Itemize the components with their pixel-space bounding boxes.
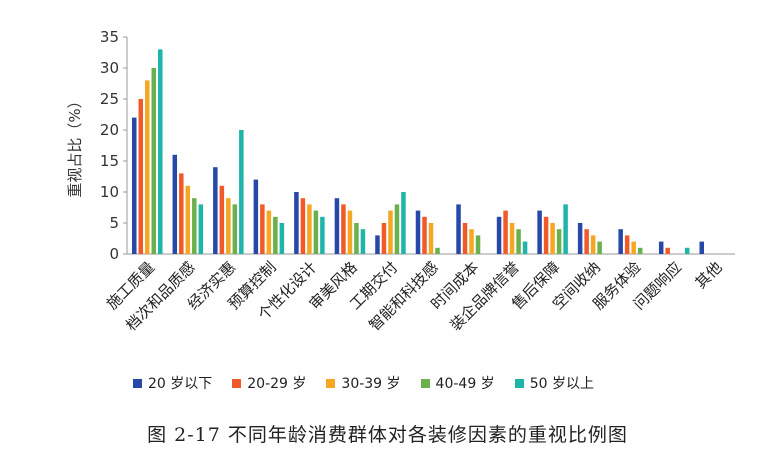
y-axis-label: 重视占比（%） [66, 93, 84, 197]
bar [665, 247, 670, 254]
y-tick-label: 25 [100, 90, 119, 108]
bar [192, 198, 197, 254]
bar [658, 241, 664, 254]
bar [334, 198, 340, 254]
bar [185, 185, 191, 254]
bar [522, 241, 528, 254]
legend-item-2: 20-29 岁 [232, 373, 306, 393]
bar [226, 198, 231, 254]
legend-item-1: 20 岁以下 [133, 373, 212, 393]
bar [516, 229, 521, 254]
bar [381, 223, 387, 254]
bar [699, 241, 704, 254]
bar [294, 192, 299, 254]
bar [375, 235, 380, 254]
bar [631, 241, 636, 254]
bar [132, 117, 137, 254]
legend-label: 30-39 岁 [341, 376, 401, 392]
bar [313, 210, 319, 254]
y-tick-label: 15 [100, 152, 119, 170]
y-tick-label: 20 [100, 121, 119, 139]
bar [543, 216, 549, 254]
bar [320, 216, 325, 254]
bar [537, 210, 542, 254]
bar [509, 223, 515, 254]
legend-label: 40-49 岁 [435, 376, 495, 392]
bar [179, 173, 184, 254]
bar [239, 130, 244, 254]
bar [213, 167, 218, 254]
legend: 20 岁以下 20-29 岁 30-39 岁 40-49 岁 50 岁以上 [133, 373, 614, 393]
y-tick-label: 30 [100, 59, 119, 77]
bar [428, 223, 434, 254]
bar [198, 204, 204, 254]
y-tick-label: 5 [109, 214, 119, 232]
bar [496, 216, 502, 254]
legend-label: 20 岁以下 [148, 376, 213, 392]
bar [597, 241, 602, 254]
bar [138, 99, 144, 254]
legend-swatch [326, 378, 336, 388]
legend-label: 50 岁以上 [529, 376, 594, 392]
bar [279, 223, 285, 254]
bar [469, 229, 474, 254]
legend-swatch [133, 378, 142, 388]
bar [232, 204, 238, 254]
bar [354, 223, 359, 254]
bar [341, 204, 346, 254]
y-tick-label: 0 [109, 245, 119, 263]
bar [584, 229, 589, 254]
bar [435, 247, 440, 254]
legend-label: 20-29 岁 [247, 376, 307, 392]
bar [422, 216, 427, 254]
bar [360, 229, 366, 254]
bar [266, 210, 272, 254]
bar [637, 247, 643, 254]
bar [462, 223, 468, 254]
x-tick-label: 其他 [692, 258, 726, 292]
legend-item-3: 30-39 岁 [326, 373, 401, 393]
bar [219, 185, 225, 254]
bar [456, 204, 461, 254]
bar [590, 235, 596, 254]
legend-swatch [232, 378, 242, 388]
bar [388, 210, 393, 254]
bar [475, 235, 481, 254]
bar [503, 210, 508, 254]
bar [577, 223, 583, 254]
y-tick-label: 35 [100, 28, 119, 46]
bar [684, 247, 690, 254]
bar [172, 154, 178, 254]
bar [415, 210, 421, 254]
bar [347, 210, 353, 254]
bar [624, 235, 630, 254]
bar [556, 229, 562, 254]
legend-swatch [514, 378, 524, 388]
bar [563, 204, 568, 254]
bar [618, 229, 623, 254]
bar [401, 192, 406, 254]
bar [151, 68, 157, 254]
bar [300, 198, 306, 254]
bar [273, 216, 278, 254]
bar [145, 80, 150, 255]
y-tick-label: 10 [100, 183, 119, 201]
bar [260, 204, 265, 254]
plot-area: 05101520253035重视占比（%）施工质量档次和品质感经济实惠预算控制个… [66, 28, 735, 334]
figure-caption: 图 2-17 不同年龄消费群体对各装修因素的重视比例图 [147, 424, 628, 446]
bar [307, 204, 312, 254]
bar [550, 223, 555, 254]
legend-swatch [420, 378, 430, 388]
bar [253, 179, 259, 254]
bar [394, 204, 400, 254]
legend-item-5: 50 岁以上 [514, 373, 594, 393]
legend-item-4: 40-49 岁 [420, 373, 495, 393]
bar [158, 49, 163, 255]
